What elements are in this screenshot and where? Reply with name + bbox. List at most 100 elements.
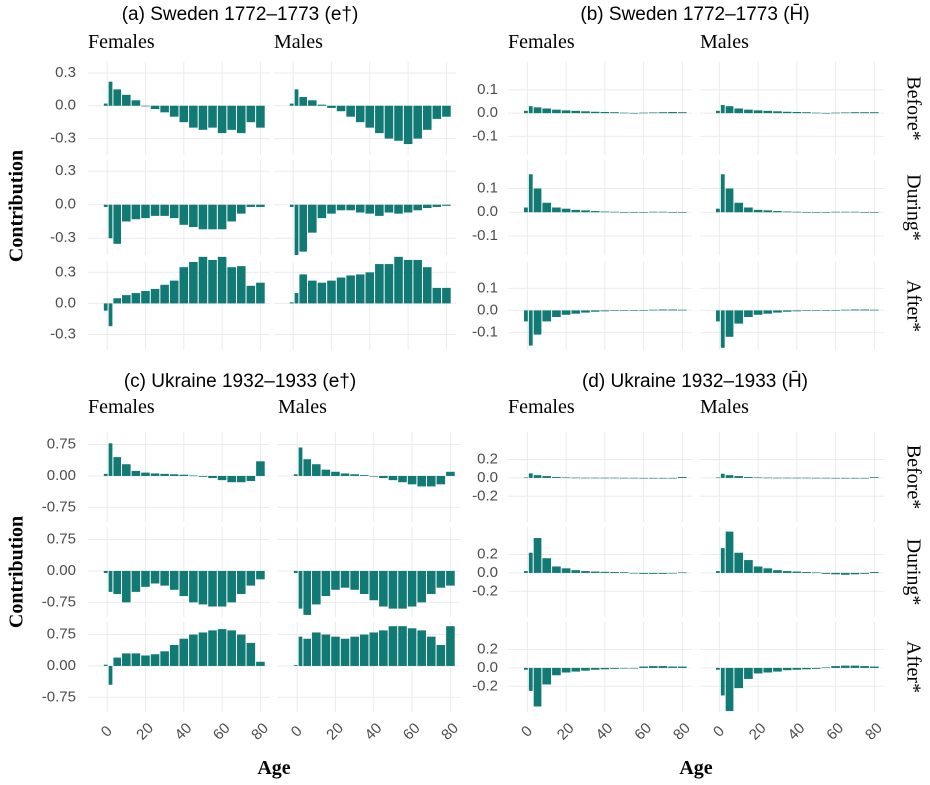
bar xyxy=(590,667,600,670)
bar xyxy=(289,103,294,106)
bar xyxy=(379,570,388,607)
bar xyxy=(581,477,590,479)
bar xyxy=(113,570,122,594)
bar xyxy=(552,667,561,676)
bar xyxy=(734,202,744,213)
y-tick-label: 0.0 xyxy=(477,104,498,121)
bar xyxy=(840,211,850,213)
bar xyxy=(720,473,725,478)
bar xyxy=(811,310,821,311)
bar xyxy=(179,570,189,597)
bar xyxy=(256,105,265,128)
bar xyxy=(293,665,298,666)
bar xyxy=(256,570,265,580)
bar xyxy=(375,204,384,216)
bar xyxy=(523,310,528,322)
bar xyxy=(384,105,394,139)
bar xyxy=(619,572,629,573)
bar xyxy=(169,280,179,304)
bar xyxy=(542,108,552,114)
bar xyxy=(528,552,533,573)
bar xyxy=(256,661,265,666)
bar xyxy=(792,211,802,213)
bar xyxy=(150,105,160,110)
bar xyxy=(744,109,753,114)
bar xyxy=(850,665,860,668)
bar xyxy=(571,570,581,573)
bar xyxy=(677,666,687,668)
bar xyxy=(715,310,720,322)
bar xyxy=(850,572,860,575)
bar xyxy=(340,638,350,666)
x-tick-label: 0 xyxy=(288,723,306,741)
bar xyxy=(792,667,802,670)
bar xyxy=(629,667,639,669)
y-tick-label: -0.3 xyxy=(50,325,76,342)
bar xyxy=(426,636,436,666)
bar xyxy=(668,212,677,213)
bar xyxy=(169,570,179,590)
bar xyxy=(677,212,687,213)
bar xyxy=(150,473,160,476)
bar xyxy=(208,475,217,479)
bar xyxy=(375,105,384,134)
bar xyxy=(108,665,113,685)
bar xyxy=(528,473,533,478)
bar xyxy=(308,100,317,106)
bar xyxy=(359,570,369,594)
bar xyxy=(802,212,811,213)
bar xyxy=(369,632,379,666)
bar xyxy=(208,105,217,128)
bar xyxy=(725,531,734,573)
bar xyxy=(831,666,840,668)
bar xyxy=(426,475,436,487)
bar xyxy=(860,477,869,479)
bar xyxy=(179,204,189,225)
x-tick-label: 40 xyxy=(362,720,386,744)
bar xyxy=(648,112,658,114)
bar xyxy=(436,570,446,588)
bar xyxy=(648,666,658,668)
bar xyxy=(533,475,542,478)
bar xyxy=(108,570,113,592)
bar xyxy=(446,626,455,666)
bar xyxy=(658,477,668,479)
bar xyxy=(677,112,687,114)
bar xyxy=(398,570,407,609)
bar xyxy=(763,210,773,213)
bar xyxy=(619,112,629,114)
bar xyxy=(561,110,571,114)
bar xyxy=(321,469,331,476)
bar xyxy=(327,204,336,214)
bar xyxy=(571,477,581,479)
bar xyxy=(103,303,108,311)
bar xyxy=(131,204,141,220)
bar xyxy=(869,572,879,573)
bar xyxy=(552,109,561,114)
bar xyxy=(639,212,648,213)
panel-title: (d) Ukraine 1932–1933 (H̄) xyxy=(582,371,808,392)
bar xyxy=(141,105,150,107)
y-tick-label: 0.00 xyxy=(47,562,76,579)
bar xyxy=(725,310,734,337)
y-tick-label: -0.2 xyxy=(472,582,498,599)
bar xyxy=(753,477,763,479)
bar xyxy=(850,112,860,114)
bar xyxy=(533,188,542,213)
row-label: Before* xyxy=(902,76,924,140)
bar xyxy=(763,667,773,673)
x-tick-label: 80 xyxy=(862,720,886,744)
bar xyxy=(720,548,725,573)
x-tick-label: 20 xyxy=(554,720,578,744)
y-tick-label: 0.75 xyxy=(47,436,76,453)
bar xyxy=(802,112,811,114)
bar xyxy=(610,667,619,669)
y-tick-label: 0.0 xyxy=(55,196,76,213)
bar xyxy=(141,570,150,587)
bar xyxy=(753,667,763,674)
row-label: During* xyxy=(902,539,924,606)
bar xyxy=(236,634,246,666)
bar xyxy=(299,204,308,252)
bar xyxy=(298,447,303,476)
bar xyxy=(850,477,860,479)
